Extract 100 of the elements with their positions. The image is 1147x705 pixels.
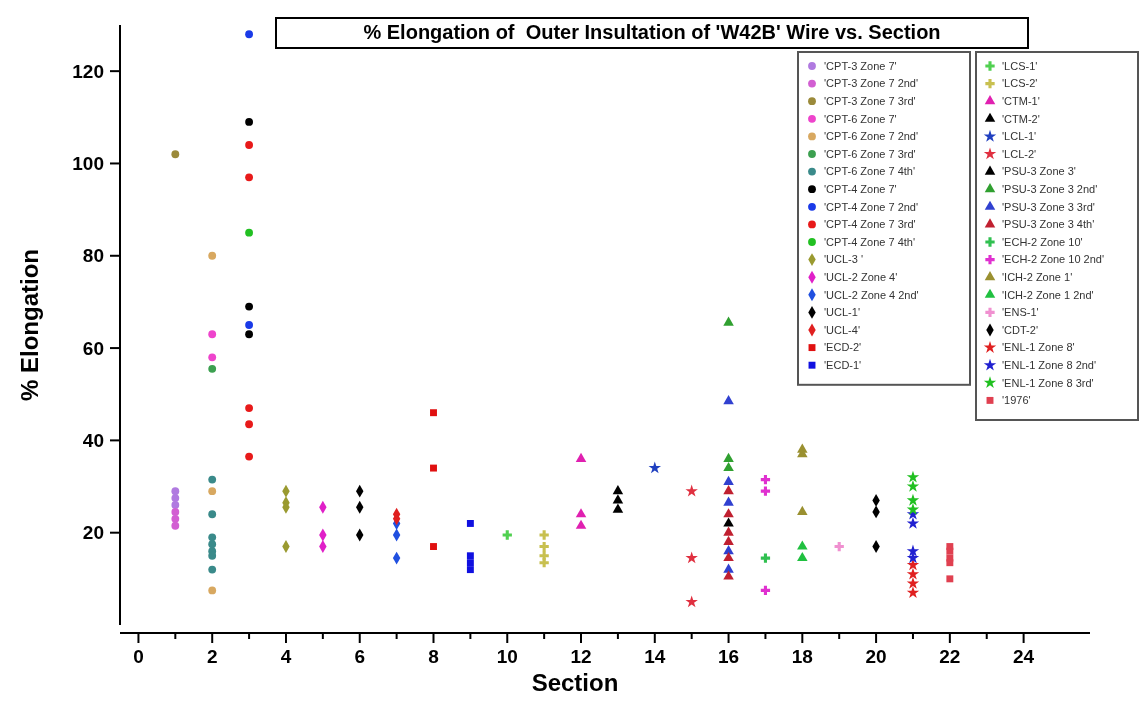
- point: [723, 316, 734, 326]
- point: [723, 526, 734, 536]
- point: [906, 586, 920, 598]
- point: [245, 118, 253, 126]
- point: [430, 543, 437, 550]
- point: [612, 503, 624, 513]
- legend-label: 'PSU-3 Zone 3': [1002, 165, 1076, 178]
- point: [430, 409, 437, 417]
- point: [685, 484, 698, 497]
- point: [245, 141, 253, 149]
- point: [723, 485, 734, 495]
- point: [171, 494, 180, 502]
- point: [760, 585, 771, 596]
- point: [723, 535, 734, 545]
- point: [760, 553, 771, 563]
- legend-label: 'ECH-2 Zone 10': [1002, 235, 1083, 248]
- x-tick-label: 2: [206, 646, 218, 667]
- y-tick-label: 60: [82, 337, 104, 359]
- point: [466, 520, 474, 527]
- y-tick-label: 40: [82, 430, 104, 452]
- legend-label: 'CPT-4 Zone 7': [824, 183, 897, 196]
- point: [612, 485, 624, 495]
- legend-label: 'CPT-6 Zone 7 2nd': [824, 130, 919, 143]
- point: [208, 540, 217, 549]
- point: [430, 464, 437, 472]
- point: [760, 486, 771, 496]
- legend-label: 'PSU-3 Zone 3 2nd': [1002, 183, 1098, 196]
- legend-label: 'CPT-3 Zone 7 3rd': [824, 95, 916, 108]
- point: [208, 251, 217, 260]
- point: [245, 173, 253, 182]
- legend-label: 'CPT-6 Zone 7 4th': [824, 165, 916, 178]
- point: [946, 575, 954, 583]
- y-tick-label: 20: [82, 522, 104, 544]
- point: [906, 480, 920, 492]
- point: [245, 420, 253, 429]
- point: [466, 566, 474, 574]
- point: [723, 452, 734, 462]
- point: [171, 501, 180, 509]
- y-tick-label: 120: [72, 60, 104, 82]
- legend-label: 'ECD-2': [824, 341, 862, 354]
- y-tick-label: 100: [72, 153, 104, 175]
- point: [171, 508, 180, 516]
- legend-label: 'ECH-2 Zone 10 2nd': [1002, 253, 1105, 266]
- point: [797, 540, 808, 550]
- point: [723, 517, 734, 527]
- point: [208, 330, 217, 339]
- point: [539, 558, 549, 568]
- point: [612, 494, 624, 504]
- legend-label: 'ICH-2 Zone 1': [1002, 271, 1073, 284]
- point: [723, 552, 734, 562]
- legend-label: 'ENL-1 Zone 8': [1002, 341, 1075, 354]
- x-tick-label: 20: [865, 646, 887, 667]
- point: [760, 474, 771, 485]
- point: [648, 461, 662, 474]
- legend-label: 'CPT-3 Zone 7': [824, 59, 897, 72]
- legend-label: 'CPT-4 Zone 7 3rd': [824, 218, 916, 231]
- x-tick-label: 22: [939, 646, 961, 667]
- point: [208, 533, 217, 542]
- point: [171, 514, 180, 523]
- point: [685, 595, 698, 608]
- point: [906, 516, 920, 529]
- point: [245, 228, 253, 237]
- point: [208, 475, 217, 484]
- legend-label: 'ICH-2 Zone 1 2nd': [1002, 288, 1094, 301]
- legend-label: 'LCS-2': [1002, 77, 1038, 90]
- point: [245, 330, 253, 339]
- point: [723, 563, 734, 573]
- point: [906, 558, 920, 571]
- point: [245, 452, 253, 461]
- legend-label: 'PSU-3 Zone 3 3rd': [1002, 200, 1095, 213]
- point: [575, 519, 587, 529]
- chart-title: % Elongation of Outer Insultation of 'W42B' Wire vs. Section: [363, 21, 941, 43]
- x-tick-label: 16: [717, 646, 740, 667]
- point: [208, 510, 217, 519]
- legend-label: 'ENS-1': [1002, 306, 1039, 319]
- legend-label: 'CPT-3 Zone 7 2nd': [824, 77, 919, 90]
- point: [171, 150, 180, 159]
- legend-label: 'CPT-4 Zone 7 4th': [824, 235, 916, 248]
- point: [245, 321, 253, 329]
- point: [946, 547, 954, 555]
- point: [906, 470, 920, 483]
- point: [906, 493, 920, 506]
- y-axis-title: % Elongation: [16, 249, 43, 401]
- point: [797, 505, 808, 515]
- point: [946, 559, 954, 567]
- x-tick-label: 18: [791, 646, 813, 667]
- point: [575, 452, 587, 462]
- point: [723, 545, 734, 555]
- legend-label: 'LCL-2': [1002, 147, 1037, 160]
- x-tick-label: 10: [496, 646, 518, 667]
- point: [171, 521, 180, 530]
- legend-label: 'UCL-2 Zone 4 2nd': [824, 288, 919, 301]
- point: [723, 570, 734, 580]
- legend-label: 'UCL-3 ': [824, 253, 864, 266]
- legend-label: 'ECD-1': [824, 359, 862, 372]
- x-tick-label: 14: [644, 646, 666, 667]
- x-tick-label: 0: [133, 646, 144, 667]
- point: [502, 530, 512, 540]
- x-tick-label: 12: [570, 646, 592, 667]
- legend-label: 'ENL-1 Zone 8 2nd': [1002, 359, 1097, 372]
